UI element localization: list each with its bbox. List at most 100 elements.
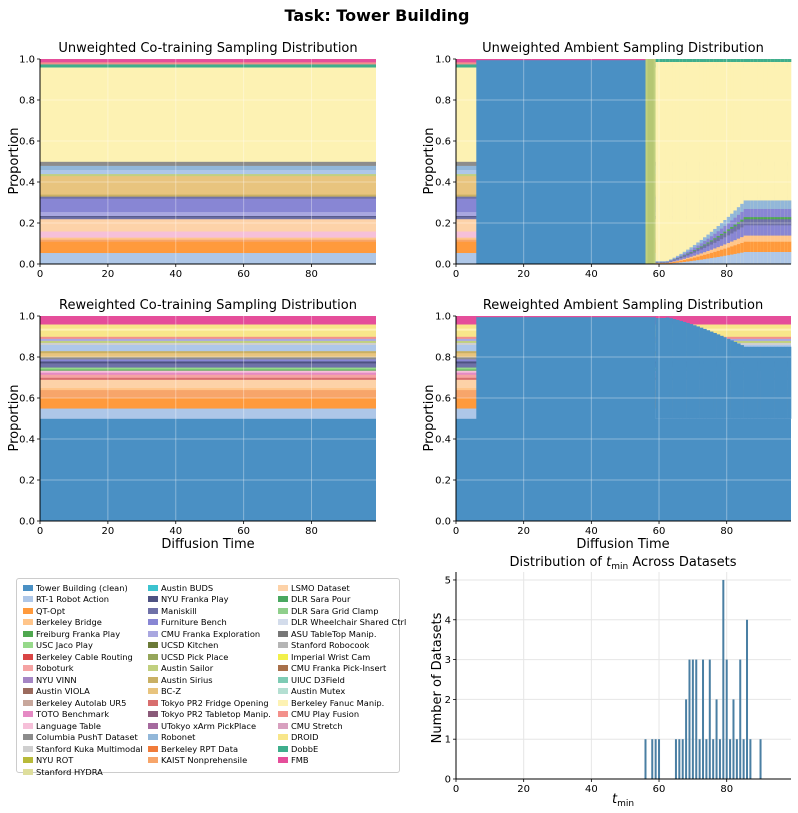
transition-band [763,251,768,265]
transition-band [784,59,788,62]
transition-band [716,235,721,238]
legend-item: CMU Play Fusion [278,709,406,721]
transition-band [672,261,677,264]
transition-band [770,216,775,220]
transition-band [733,210,738,218]
x-tick-label: 40 [585,269,598,280]
y-tick-label: 0.2 [435,476,451,487]
legend-swatch [23,757,33,764]
x-tick-label: 20 [517,784,530,795]
stack-band [40,250,376,254]
stack-band [40,62,376,65]
legend-swatch [23,584,33,591]
transition-band [659,261,663,263]
transition-band [703,237,707,242]
legend-label: Language Table [36,720,102,731]
legend-label: CMU Stretch [291,720,343,731]
legend-swatch [148,619,158,626]
stack-band [40,165,376,170]
stack-band [40,352,376,358]
transition-column [696,326,700,419]
transition-band [679,255,684,257]
transition-band [770,218,775,226]
transition-band [675,59,680,62]
stack-band [40,64,376,68]
transition-band [699,246,704,248]
legend-item: Language Table [23,720,143,732]
x-tick-label: 60 [237,526,250,537]
legend-label: Imperial Wrist Cam [291,651,371,662]
transition-band [716,250,721,257]
transition-column [655,318,660,419]
transition-band [763,208,768,218]
bar [691,659,694,779]
transition-stripe-shade [647,59,654,264]
y-tick-label: 1.0 [19,312,35,323]
y-tick-label: 3 [445,655,451,666]
transition-band [753,218,758,226]
stack-band [40,67,376,162]
y-tick-label: 0.8 [19,353,35,364]
transition-band [689,258,694,262]
title-prefix: Distribution of [509,555,606,570]
transition-band [726,222,731,230]
transition-band [665,261,670,263]
title-sub: min [611,562,628,572]
legend-item: Berkeley Autolab UR5 [23,697,143,709]
y-tick-label: 0.6 [435,137,451,148]
transition-band [767,235,771,242]
transition-band [747,241,751,252]
transition-stripe [645,59,656,264]
transition-band [726,216,731,224]
transition-band [665,59,670,62]
legend-label: FMB [291,755,309,766]
transition-band [750,235,755,242]
transition-band [770,241,775,252]
x-tick-label: 80 [720,784,733,795]
transition-band [709,235,714,241]
legend-swatch [278,711,288,718]
transition-band [672,259,677,261]
transition-band [760,216,765,220]
transition-band [740,236,744,243]
legend-label: CMU Play Fusion [291,709,360,720]
transition-band [689,260,694,265]
tick-labels: 0 20 40 60 80 0.0 0.2 0.4 0.6 0.8 1.0 [19,312,318,538]
transition-band [703,245,707,248]
transition-band [662,59,667,62]
stack-band [40,359,376,362]
transition-band [753,235,758,242]
transition-column [699,59,704,264]
bar [746,619,749,779]
transition-band [679,59,684,62]
transition-band [703,240,707,245]
transition-column [726,59,731,264]
transition-column [709,59,714,264]
transition-band [784,251,788,265]
transition-band [784,235,788,242]
legend-swatch [23,745,33,752]
legend-label: NYU ROT [36,755,74,766]
x-tick-label: 60 [653,784,666,795]
stack-band [40,408,376,419]
transition-band [730,59,734,62]
stack-band [40,369,376,371]
transition-band [699,59,704,62]
x-tick-label: 60 [653,269,666,280]
transition-band [774,251,778,265]
legend-item: DLR Sara Grid Clamp [278,605,406,617]
stack-band [40,336,376,339]
transition-band [757,216,761,220]
transition-band [723,219,728,226]
bar [759,739,762,779]
transition-band [747,216,751,220]
stack-band [40,361,376,364]
transition-band [743,235,748,242]
transition-band [716,226,721,232]
transition-column [760,59,765,264]
legend-label: NYU VINN [36,674,77,685]
transition-band [675,255,680,258]
transition-band [736,243,741,254]
legend-label: TOTO Benchmark [36,709,110,720]
bar [651,739,654,779]
